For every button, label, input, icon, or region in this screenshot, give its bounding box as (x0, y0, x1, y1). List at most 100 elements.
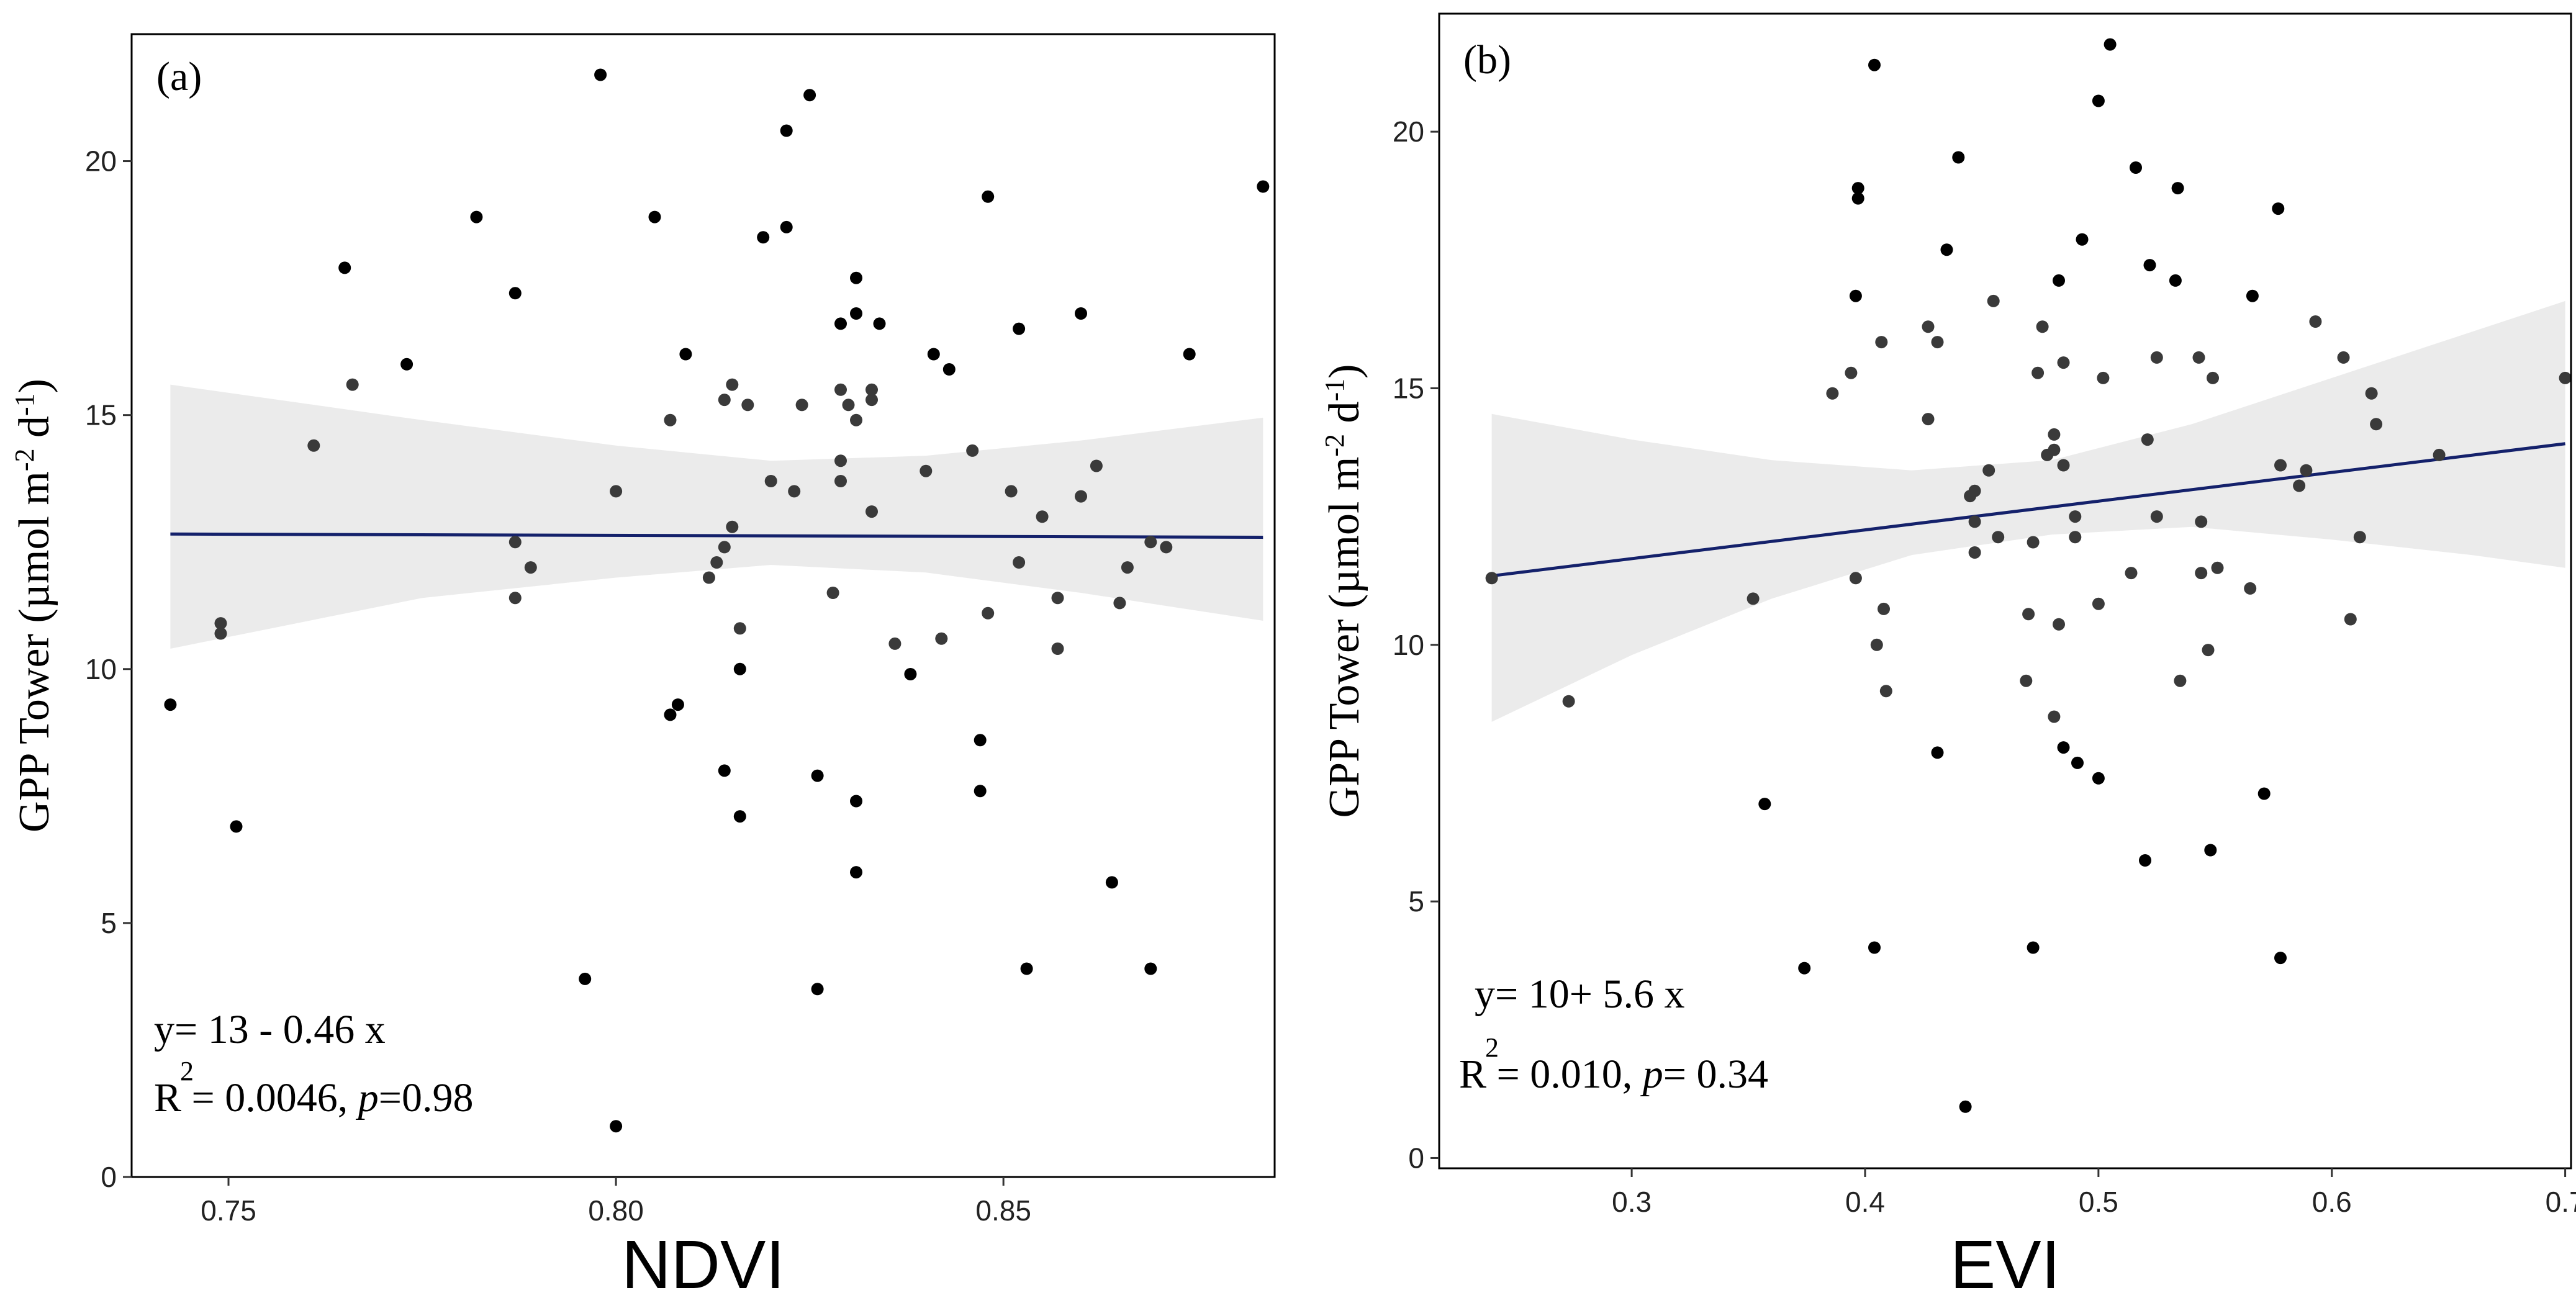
data-point (671, 698, 684, 711)
data-point (982, 606, 995, 620)
r-squared-superscript: 2 (1485, 1032, 1499, 1063)
data-point (1849, 289, 1862, 302)
data-point (1940, 243, 1953, 256)
y-tick-label: 0 (1408, 1142, 1424, 1174)
data-point (648, 210, 661, 223)
data-point (1922, 320, 1935, 333)
data-point (726, 520, 739, 533)
data-point (850, 413, 862, 426)
data-point (718, 764, 731, 777)
y-tick-label: 5 (101, 907, 117, 939)
data-point (865, 394, 878, 407)
data-point (1968, 515, 1981, 528)
x-axis-title: NDVI (621, 1227, 785, 1303)
data-point (2309, 315, 2322, 328)
data-point (2057, 741, 2070, 754)
data-point (757, 231, 770, 244)
y-tick-label: 10 (85, 653, 117, 685)
data-point (764, 475, 777, 487)
data-point (904, 668, 917, 680)
data-point (733, 622, 746, 635)
data-point (1845, 366, 1858, 379)
data-point (1931, 746, 1944, 759)
data-point (230, 820, 243, 833)
y-tick-label: 10 (1393, 629, 1424, 661)
data-point (346, 378, 359, 391)
data-point (2057, 459, 2070, 472)
data-point (733, 810, 746, 823)
r-squared-annotation: R = 0.0046, p=0.982 (154, 1056, 474, 1120)
data-point (850, 795, 862, 808)
data-point (2559, 371, 2572, 384)
data-point (811, 983, 824, 996)
data-point (2092, 772, 2105, 785)
data-point (942, 363, 956, 376)
data-point (2174, 674, 2187, 687)
panel-label: (b) (1463, 37, 1511, 83)
data-point (2365, 387, 2378, 400)
data-point (1878, 602, 1890, 615)
x-tick-label: 0.6 (2312, 1186, 2352, 1218)
x-tick-label: 0.3 (1612, 1186, 1652, 1218)
data-point (2097, 371, 2110, 384)
data-point (2171, 182, 2184, 195)
y-tick-label: 20 (1393, 115, 1424, 148)
data-point (927, 348, 940, 361)
data-point (1931, 336, 1944, 349)
data-point (664, 413, 677, 426)
data-point (2337, 351, 2350, 364)
data-point (702, 571, 715, 584)
data-point (1075, 307, 1087, 320)
data-point (1868, 58, 1881, 71)
data-point (1013, 322, 1026, 335)
data-point (1144, 536, 1157, 549)
y-axis-title: GPP Tower (µmol m-2 d-1) (9, 379, 59, 832)
data-point (1798, 962, 1811, 975)
data-point (1013, 556, 1026, 569)
data-point (2076, 233, 2089, 246)
data-point (850, 271, 862, 284)
data-point (2169, 274, 2182, 287)
data-point (1875, 336, 1888, 349)
data-point (2274, 459, 2287, 472)
regression-equation: y= 10+ 5.6 x (1475, 972, 1684, 1017)
data-point (834, 317, 847, 330)
data-point (2036, 320, 2049, 333)
data-point (1952, 151, 1965, 164)
x-tick-label: 0.85 (975, 1194, 1031, 1227)
data-point (2048, 710, 2061, 723)
r-squared-superscript: 2 (180, 1056, 194, 1086)
data-point (338, 261, 351, 274)
data-point (2125, 567, 2138, 580)
data-point (594, 68, 607, 81)
x-tick-label: 0.75 (201, 1194, 256, 1227)
data-point (1113, 597, 1126, 610)
data-point (2272, 202, 2285, 215)
data-point (2204, 844, 2217, 857)
data-point (2027, 941, 2040, 954)
data-point (2130, 161, 2142, 174)
data-point (508, 536, 522, 549)
data-point (508, 287, 522, 300)
data-point (1160, 541, 1173, 554)
data-point (2293, 479, 2306, 492)
data-point (1851, 182, 1864, 195)
data-point (2353, 531, 2366, 544)
data-point (2022, 608, 2035, 621)
r-squared-text: R = 0.010, p= 0.34 (1459, 1052, 1768, 1097)
data-point (1144, 962, 1157, 975)
data-point (966, 444, 979, 457)
y-axis-title: GPP Tower (µmol m-2 d-1) (1319, 364, 1369, 818)
data-point (1992, 531, 2005, 544)
panel-label: (a) (156, 54, 202, 99)
x-tick-label: 0.80 (588, 1194, 644, 1227)
data-point (795, 399, 808, 412)
y-tick-label: 20 (85, 145, 117, 178)
data-point (307, 439, 320, 452)
data-point (214, 627, 227, 640)
data-point (2071, 756, 2084, 769)
data-point (1851, 192, 1864, 205)
data-point (610, 1120, 623, 1133)
data-point (1868, 941, 1881, 954)
data-point (1562, 695, 1575, 708)
